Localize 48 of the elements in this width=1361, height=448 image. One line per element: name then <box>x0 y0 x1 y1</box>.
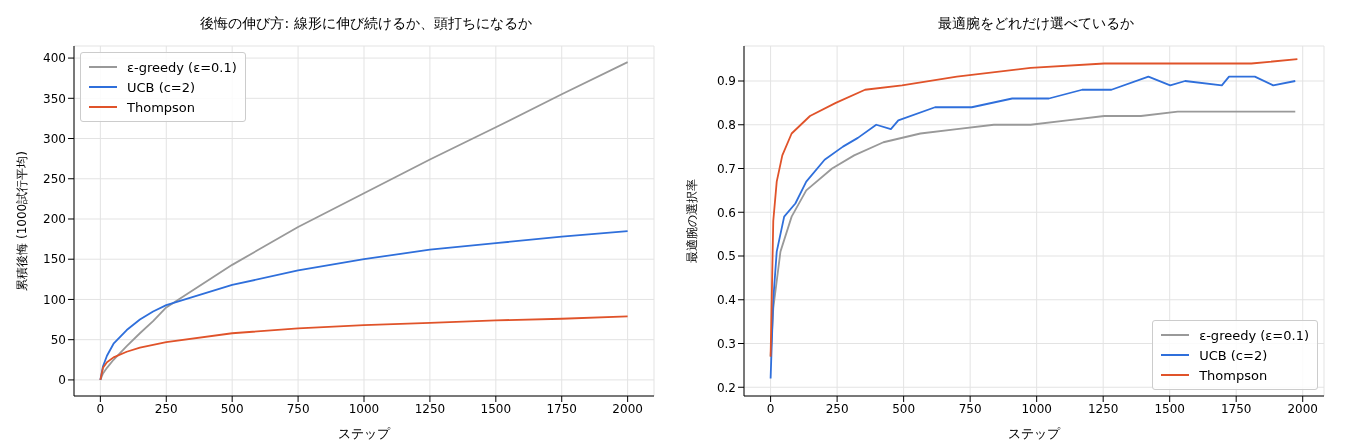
chart-title: 後悔の伸び方: 線形に伸び続けるか、頭打ちになるか <box>199 14 533 33</box>
x-tick-label: 1500 <box>1154 401 1185 416</box>
legend-label: ε-greedy (ε=0.1) <box>1199 327 1309 343</box>
y-axis-title: 累積後悔 (1000試行平均) <box>15 151 30 291</box>
y-tick-label: 350 <box>43 91 66 106</box>
x-tick-label: 500 <box>892 401 916 416</box>
x-tick-label: 250 <box>154 401 178 416</box>
y-tick-label: 0.3 <box>716 336 736 351</box>
y-tick-label: 400 <box>43 51 66 66</box>
y-tick-label: 100 <box>43 292 66 307</box>
x-tick-label: 0 <box>766 401 775 416</box>
x-tick-label: 1250 <box>414 401 446 416</box>
y-tick-label: 0 <box>58 373 66 388</box>
y-tick-label: 0.7 <box>716 161 736 176</box>
x-tick-label: 250 <box>825 401 849 416</box>
y-tick-label: 0.8 <box>716 118 736 133</box>
legend-label: UCB (c=2) <box>127 79 196 95</box>
x-tick-label: 2000 <box>1287 401 1318 416</box>
chart-title: 最適腕をどれだけ選べているか <box>937 14 1135 33</box>
y-tick-label: 0.2 <box>716 380 736 395</box>
x-tick-label: 1000 <box>348 401 380 416</box>
x-axis-title: ステップ <box>1008 426 1061 441</box>
x-tick-label: 1250 <box>1087 401 1119 416</box>
x-tick-label: 1000 <box>1021 401 1052 416</box>
x-tick-label: 750 <box>286 401 310 416</box>
y-tick-label: 50 <box>50 332 66 347</box>
y-axis-title: 最適腕の選択率 <box>685 179 700 263</box>
y-tick-label: 150 <box>43 252 66 267</box>
legend-label: ε-greedy (ε=0.1) <box>127 59 237 75</box>
legend-label: Thompson <box>1199 367 1268 383</box>
y-tick-label: 0.4 <box>716 293 736 308</box>
legend-label: UCB (c=2) <box>1199 347 1268 363</box>
legend-label: Thompson <box>127 99 196 115</box>
x-tick-label: 2000 <box>612 401 643 416</box>
x-tick-label: 750 <box>958 401 982 416</box>
x-tick-label: 1500 <box>480 401 512 416</box>
line-series <box>99 315 629 381</box>
x-tick-label: 1750 <box>1220 401 1252 416</box>
y-tick-label: 250 <box>43 172 66 187</box>
x-tick-label: 0 <box>96 401 105 416</box>
x-axis-title: ステップ <box>338 426 391 441</box>
y-tick-label: 0.6 <box>716 205 736 220</box>
y-tick-label: 200 <box>43 212 66 227</box>
y-tick-label: 300 <box>43 131 66 146</box>
x-tick-label: 1750 <box>546 401 577 416</box>
y-tick-label: 0.5 <box>716 249 736 264</box>
x-tick-label: 500 <box>220 401 244 416</box>
y-tick-label: 0.9 <box>716 74 736 89</box>
